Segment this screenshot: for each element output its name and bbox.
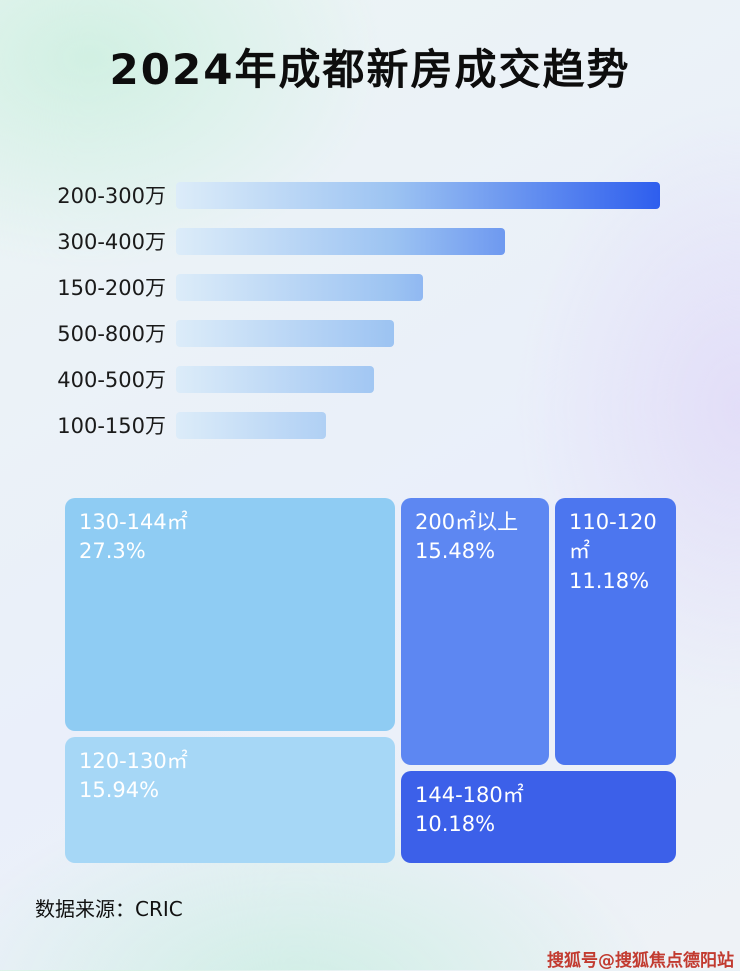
treemap-value: 10.18% bbox=[415, 812, 496, 837]
treemap-label: 110-120㎡ bbox=[569, 510, 657, 564]
bar-row: 150-200万 bbox=[0, 264, 740, 310]
treemap-value: 15.48% bbox=[415, 539, 496, 564]
treemap-label: 144-180㎡ bbox=[415, 783, 524, 807]
bar-track bbox=[176, 273, 660, 301]
bar-track bbox=[176, 319, 660, 347]
bar-row: 400-500万 bbox=[0, 356, 740, 402]
bar bbox=[176, 273, 423, 301]
treemap-label: 120-130㎡ bbox=[79, 749, 188, 773]
bar bbox=[176, 319, 394, 347]
treemap-block-120-130: 120-130㎡ 15.94% bbox=[65, 737, 395, 863]
treemap-value: 27.3% bbox=[79, 539, 146, 564]
treemap-block-144-180: 144-180㎡ 10.18% bbox=[401, 771, 676, 863]
bar-row: 100-150万 bbox=[0, 402, 740, 448]
treemap-value: 15.94% bbox=[79, 778, 160, 803]
watermark: 搜狐号@搜狐焦点德阳站 bbox=[547, 951, 734, 971]
bar-row: 200-300万 bbox=[0, 172, 740, 218]
data-source-note: 数据来源：CRIC bbox=[35, 897, 183, 921]
bar-category-label: 100-150万 bbox=[57, 414, 166, 438]
treemap-block-200-plus: 200㎡以上 15.48% bbox=[401, 498, 549, 765]
bar-track bbox=[176, 181, 660, 209]
bar bbox=[176, 365, 375, 393]
treemap-label: 130-144㎡ bbox=[79, 510, 188, 534]
bar bbox=[176, 181, 660, 209]
bar-category-label: 400-500万 bbox=[57, 368, 166, 392]
bar bbox=[176, 411, 327, 439]
bar-category-label: 150-200万 bbox=[57, 276, 166, 300]
price-band-bar-chart: 200-300万 300-400万 150-200万 500-800万 400-… bbox=[0, 172, 740, 448]
area-share-treemap: 130-144㎡ 27.3% 120-130㎡ 15.94% 200㎡以上 15… bbox=[65, 498, 676, 863]
bar-track bbox=[176, 411, 660, 439]
bar-row: 300-400万 bbox=[0, 218, 740, 264]
bar-category-label: 300-400万 bbox=[57, 230, 166, 254]
bar-category-label: 500-800万 bbox=[57, 322, 166, 346]
page-title: 2024年成都新房成交趋势 bbox=[109, 45, 631, 94]
treemap-value: 11.18% bbox=[569, 568, 650, 593]
treemap-label: 200㎡以上 bbox=[415, 510, 519, 534]
treemap-block-110-120: 110-120㎡ 11.18% bbox=[555, 498, 676, 765]
bar-row: 500-800万 bbox=[0, 310, 740, 356]
bar-track bbox=[176, 227, 660, 255]
bar-category-label: 200-300万 bbox=[57, 184, 166, 208]
bar-track bbox=[176, 365, 660, 393]
bar bbox=[176, 227, 506, 255]
treemap-block-130-144: 130-144㎡ 27.3% bbox=[65, 498, 395, 731]
